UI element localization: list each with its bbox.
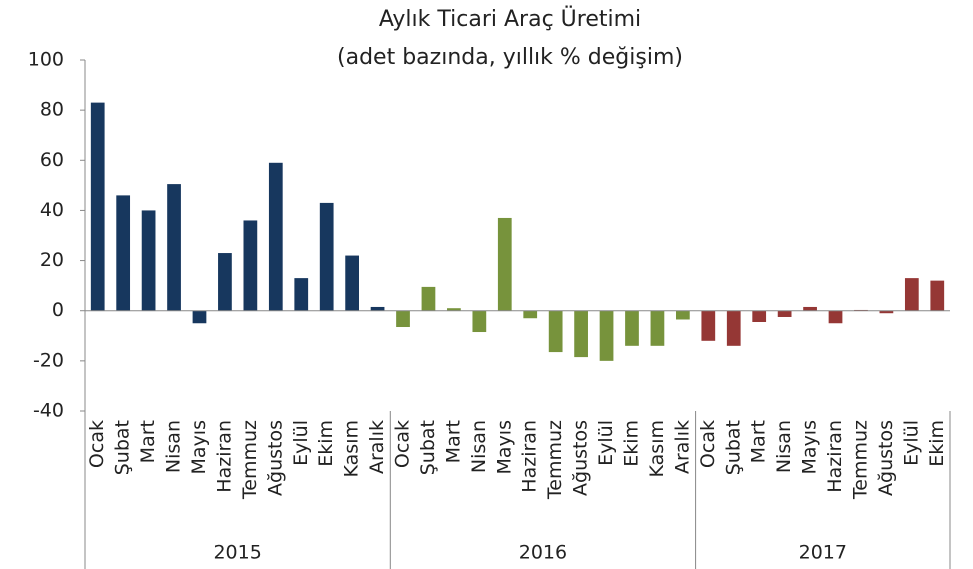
bar [116, 195, 131, 311]
group-label: 2017 [799, 542, 847, 564]
x-tick-label: Haziran [213, 420, 235, 493]
x-tick-label: Mart [748, 420, 770, 463]
bar [675, 310, 690, 320]
bar [268, 162, 283, 311]
group-label: 2016 [519, 542, 567, 564]
bar [497, 217, 512, 311]
bar [319, 202, 334, 311]
x-tick-label: Mayıs [493, 420, 515, 474]
bar [777, 310, 792, 317]
y-tick-label: 80 [40, 99, 64, 121]
x-tick-label: Nisan [163, 420, 185, 473]
bar [421, 286, 436, 311]
bar [701, 310, 716, 341]
x-tick-label: Ağustos [875, 420, 897, 496]
y-tick-label: -40 [33, 400, 64, 422]
x-tick-label: Eylül [595, 420, 617, 466]
bar [599, 310, 614, 361]
x-tick-label: Temmuz [239, 420, 261, 500]
x-tick-label: Haziran [824, 420, 846, 493]
x-tick-label: Ekim [620, 420, 642, 467]
bar [930, 280, 945, 311]
x-tick-label: Ekim [315, 420, 337, 467]
x-tick-label: Mayıs [799, 420, 821, 474]
bar [167, 184, 181, 311]
y-tick-label: 100 [28, 49, 64, 71]
x-tick-label: Kasım [646, 420, 668, 477]
bar [523, 310, 538, 319]
chart-subtitle: (adet bazında, yıllık % değişim) [337, 45, 683, 70]
bar [90, 102, 105, 311]
bar [192, 310, 207, 324]
bar [294, 278, 309, 311]
bar [650, 310, 665, 346]
bar [141, 210, 156, 311]
bar [879, 310, 894, 314]
bar [904, 278, 919, 311]
x-tick-label: Aralık [366, 420, 388, 474]
x-tick-label: Mayıs [188, 420, 210, 474]
x-tick-label: Temmuz [849, 420, 871, 500]
bar [548, 310, 563, 353]
chart-title: Aylık Ticari Araç Üretimi [379, 6, 641, 32]
x-tick-label: Aralık [671, 420, 693, 474]
x-tick-label: Eylül [290, 420, 312, 466]
bar [625, 310, 639, 346]
x-tick-label: Ağustos [570, 420, 592, 496]
x-tick-label: Nisan [468, 420, 490, 473]
bar [396, 310, 410, 328]
bar [243, 220, 258, 311]
y-tick-label: 60 [40, 149, 64, 171]
group-label: 2015 [213, 542, 261, 564]
x-tick-label: Mart [442, 420, 464, 463]
bar [803, 306, 817, 311]
bar [345, 255, 360, 311]
y-tick-label: -20 [33, 349, 64, 371]
x-tick-label: Ekim [926, 420, 948, 467]
bar [574, 310, 588, 358]
x-tick-label: Şubat [417, 420, 439, 475]
bar [472, 310, 487, 333]
x-tick-label: Mart [137, 420, 159, 463]
x-tick-label: Şubat [112, 420, 134, 475]
bar [726, 310, 741, 346]
bar [218, 253, 232, 311]
y-tick-label: 0 [52, 299, 64, 321]
x-tick-label: Kasım [341, 420, 363, 477]
x-tick-label: Ocak [86, 420, 108, 468]
x-tick-label: Ocak [392, 420, 414, 468]
x-tick-label: Temmuz [544, 420, 566, 500]
y-tick-label: 20 [40, 249, 64, 271]
y-tick-label: 40 [40, 199, 64, 221]
x-tick-label: Nisan [773, 420, 795, 473]
bar [828, 310, 843, 324]
x-tick-label: Ağustos [264, 420, 286, 496]
bar [370, 306, 385, 311]
x-tick-label: Eylül [900, 420, 922, 466]
x-tick-label: Haziran [519, 420, 541, 493]
x-tick-label: Şubat [722, 420, 744, 475]
bar [447, 308, 461, 311]
x-tick-label: Ocak [697, 420, 719, 468]
bar [752, 310, 767, 322]
